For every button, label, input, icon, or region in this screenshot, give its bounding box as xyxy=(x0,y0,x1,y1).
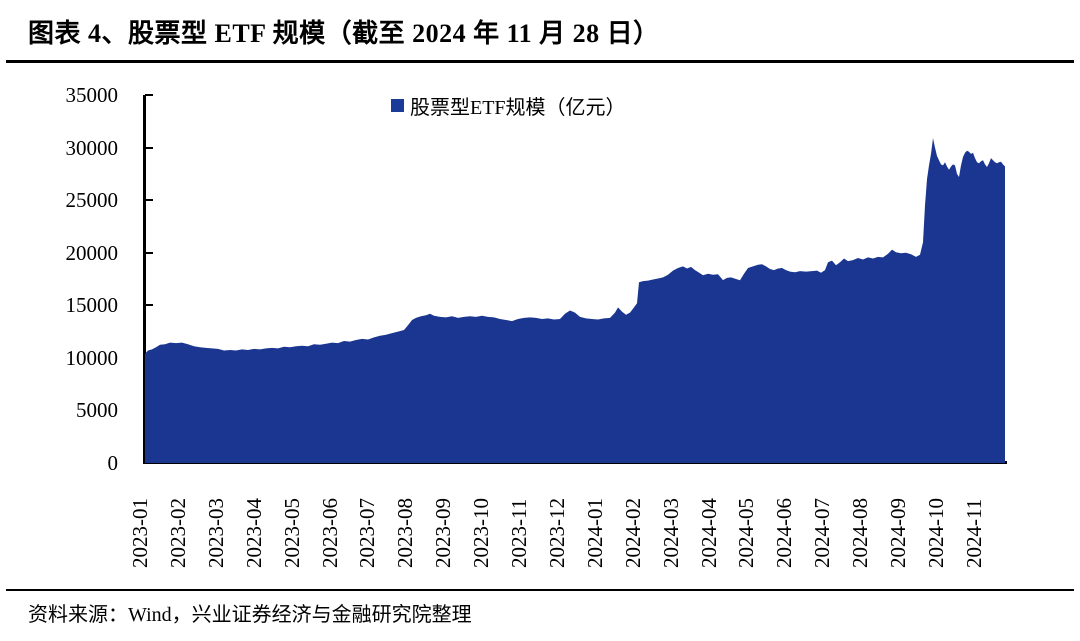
y-axis-line xyxy=(143,95,146,463)
x-tick-label: 2023-01 xyxy=(128,498,152,568)
y-tick-mark xyxy=(145,94,153,96)
x-tick-label: 2024-01 xyxy=(582,498,607,568)
x-tick-label: 2023-08 xyxy=(393,498,418,568)
x-tick-label: 2023-06 xyxy=(317,498,342,568)
y-tick-mark xyxy=(145,304,153,307)
x-tick-label: 2024-03 xyxy=(658,498,683,568)
chart-legend: 股票型ETF规模（亿元） xyxy=(391,91,626,120)
x-tick-label: 2024-06 xyxy=(772,498,797,568)
y-tick-label: 20000 xyxy=(65,240,119,265)
x-tick-label: 2023-10 xyxy=(469,498,494,568)
y-tick-label: 35000 xyxy=(65,83,119,107)
x-tick-label: 2024-08 xyxy=(848,498,873,568)
x-tick-label: 2024-10 xyxy=(923,498,948,568)
x-tick-label: 2023-11 xyxy=(507,498,531,568)
x-tick-label: 2024-05 xyxy=(734,498,759,568)
footer-divider xyxy=(6,589,1074,591)
y-tick-label: 30000 xyxy=(65,135,119,160)
x-tick-label: 2023-07 xyxy=(355,498,380,568)
x-tick-label: 2023-09 xyxy=(431,498,456,568)
area-polygon xyxy=(145,138,1005,463)
x-tick-label: 2023-02 xyxy=(165,498,190,568)
y-tick-label: 0 xyxy=(107,451,119,475)
y-tick-label: 25000 xyxy=(65,188,119,213)
y-tick-mark xyxy=(145,199,153,202)
y-tick-label: 5000 xyxy=(76,398,118,423)
x-tick-label: 2023-03 xyxy=(203,498,228,568)
area-series xyxy=(145,138,1005,463)
legend-swatch-icon xyxy=(391,99,404,112)
x-tick-label: 2023-05 xyxy=(279,498,304,568)
x-tick-label: 2024-11 xyxy=(961,498,986,568)
y-tick-mark xyxy=(145,146,153,149)
x-tick-label: 2024-07 xyxy=(810,498,835,568)
x-tick-label: 2023-12 xyxy=(544,498,569,568)
source-note: 资料来源：Wind，兴业证券经济与金融研究院整理 xyxy=(28,604,472,626)
figure-title: 图表 4、股票型 ETF 规模（截至 2024 年 11 月 28 日） xyxy=(28,19,660,48)
x-tick-label: 2024-02 xyxy=(620,498,645,568)
y-tick-label: 15000 xyxy=(65,293,119,318)
title-divider xyxy=(6,60,1074,63)
y-tick-mark xyxy=(145,251,153,254)
legend-label: 股票型ETF规模（亿元） xyxy=(410,97,626,119)
y-tick-label: 10000 xyxy=(65,345,119,370)
x-tick-label: 2024-09 xyxy=(886,498,910,568)
x-tick-label: 2023-04 xyxy=(241,498,266,568)
x-tick-label: 2024-04 xyxy=(696,498,721,568)
